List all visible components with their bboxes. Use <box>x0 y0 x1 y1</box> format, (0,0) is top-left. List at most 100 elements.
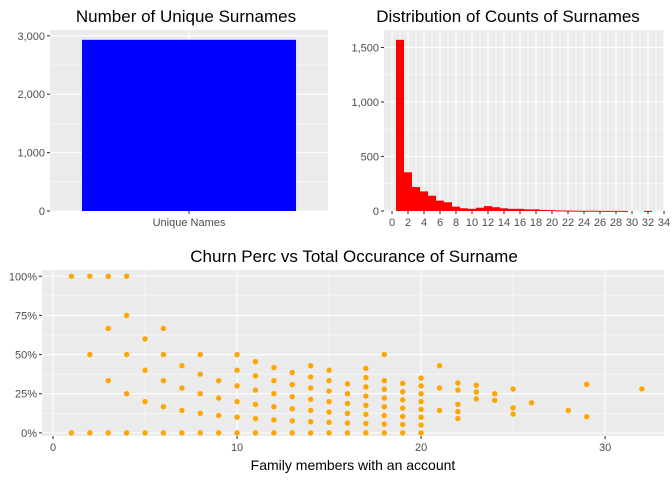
chart3-scatter-point <box>399 421 406 428</box>
chart3-scatter-point <box>252 415 259 422</box>
chart3-scatter-point <box>160 378 167 384</box>
chart1-y-tick-label: 2,000 <box>17 89 45 101</box>
chart3-scatter-point <box>363 420 369 427</box>
chart3-y-axis: 0% 25% 50% 75% 100% <box>9 271 42 440</box>
chart3-scatter-point <box>215 395 222 401</box>
chart3-scatter-point <box>271 391 277 397</box>
chart2-x-tick-label: 34 <box>658 217 670 229</box>
chart3-scatter-point <box>381 378 387 384</box>
chart3-scatter-point <box>510 405 516 411</box>
chart2-histogram-bar <box>492 207 500 211</box>
chart1-bar <box>81 39 297 211</box>
chart2-x-tick-label: 8 <box>453 217 459 229</box>
chart3-scatter-point <box>271 364 277 371</box>
chart3-scatter-point <box>344 381 351 387</box>
chart3-scatter-point <box>344 410 351 416</box>
chart3-scatter-point <box>455 408 461 415</box>
chart3-scatter-point <box>326 409 332 415</box>
chart2-histogram-bar <box>420 191 428 211</box>
chart3-scatter-point <box>123 273 130 279</box>
chart1-y-axis: 0 1,000 2,000 3,000 <box>17 31 50 218</box>
chart3-scatter-point <box>399 405 406 411</box>
chart3-scatter-point <box>418 375 424 381</box>
chart3-scatter-point <box>105 430 111 436</box>
chart2-histogram-bar <box>588 210 596 212</box>
chart3-scatter-point <box>436 407 443 414</box>
chart3-y-tick-label: 0% <box>21 428 37 440</box>
chart3-scatter-point <box>215 430 222 436</box>
chart2-histogram-bar <box>508 208 516 211</box>
surname-count-distribution-chart: Distribution of Counts of Surnames 0 500 1… <box>351 7 670 229</box>
chart2-histogram-bar <box>428 195 436 211</box>
chart3-scatter-point <box>455 387 461 393</box>
chart3-scatter-point <box>363 384 369 390</box>
chart2-histogram-bar <box>620 210 628 212</box>
chart3-scatter-point <box>289 369 295 376</box>
chart3-scatter-point <box>179 430 185 436</box>
chart3-scatter-point <box>307 374 314 380</box>
chart3-scatter-point <box>363 365 369 372</box>
chart2-y-tick-label: 1,500 <box>351 42 379 54</box>
chart3-scatter-point <box>473 389 479 395</box>
chart3-scatter-point <box>123 391 130 397</box>
chart2-x-tick-label: 32 <box>642 217 654 229</box>
chart3-scatter-point <box>105 378 111 384</box>
chart3-scatter-point <box>455 401 461 408</box>
chart2-histogram-bar <box>548 210 556 212</box>
chart3-y-tick-label: 75% <box>15 310 37 322</box>
chart3-scatter-point <box>436 362 443 369</box>
chart3-scatter-point <box>418 383 424 389</box>
chart3-scatter-point <box>399 413 406 420</box>
chart3-scatter-point <box>160 351 167 358</box>
chart3-scatter-point <box>326 419 332 426</box>
chart3-scatter-point <box>160 325 167 332</box>
chart3-scatter-point <box>307 362 314 369</box>
chart3-scatter-point <box>326 430 332 436</box>
chart3-scatter-point <box>344 430 351 436</box>
chart3-scatter-point <box>326 398 332 405</box>
chart3-scatter-point <box>307 396 314 403</box>
chart2-y-tick-label: 0 <box>373 206 379 218</box>
chart1-bars <box>81 39 297 211</box>
chart3-scatter-point <box>363 402 369 409</box>
chart3-scatter-point <box>123 430 130 436</box>
chart3-scatter-point <box>639 386 645 392</box>
chart2-x-tick-label: 24 <box>578 217 590 229</box>
chart3-scatter-point <box>289 381 295 388</box>
chart2-histogram-bar <box>476 207 484 211</box>
chart3-scatter-point <box>234 430 240 436</box>
chart3-scatter-point <box>344 420 351 426</box>
chart1-x-tick-label: Unique Names <box>153 217 226 229</box>
chart2-x-tick-label: 4 <box>421 217 427 229</box>
chart1-y-tick-label: 3,000 <box>17 31 45 43</box>
chart2-histogram-bar <box>532 209 540 211</box>
chart3-scatter-point <box>510 411 516 417</box>
chart3-scatter-point <box>418 398 424 405</box>
chart3-scatter-point <box>307 419 314 425</box>
chart3-scatter-point <box>215 412 222 419</box>
churn-vs-occurrence-chart: Churn Perc vs Total Occurance of Surname… <box>9 247 664 473</box>
chart3-scatter-point <box>399 397 406 403</box>
chart3-scatter-point <box>418 422 424 428</box>
chart2-histogram-bar <box>436 200 444 211</box>
chart3-scatter-point <box>307 407 314 414</box>
chart3-scatter-point <box>381 404 387 410</box>
chart2-title: Distribution of Counts of Surnames <box>376 7 640 26</box>
chart3-scatter-point <box>271 404 277 410</box>
chart2-x-tick-label: 22 <box>562 217 574 229</box>
chart2-x-axis: 0 2 4 6 8 10 12 14 16 18 20 22 24 26 28 30 32 34 <box>389 211 670 229</box>
chart3-scatter-point <box>528 400 535 406</box>
chart3-scatter-point <box>381 421 387 427</box>
chart3-scatter-point <box>252 401 259 408</box>
chart3-scatter-point <box>197 391 203 397</box>
chart3-scatter-point <box>326 367 332 373</box>
chart3-scatter-point <box>271 430 277 436</box>
chart2-panel <box>384 30 664 211</box>
chart2-x-tick-label: 0 <box>389 217 395 229</box>
chart2-histogram-bar <box>412 187 420 211</box>
chart3-scatter-point <box>105 325 111 332</box>
chart3-scatter-point <box>436 385 443 391</box>
chart2-x-tick-label: 14 <box>498 217 510 229</box>
chart2-histogram-bar <box>500 208 508 211</box>
